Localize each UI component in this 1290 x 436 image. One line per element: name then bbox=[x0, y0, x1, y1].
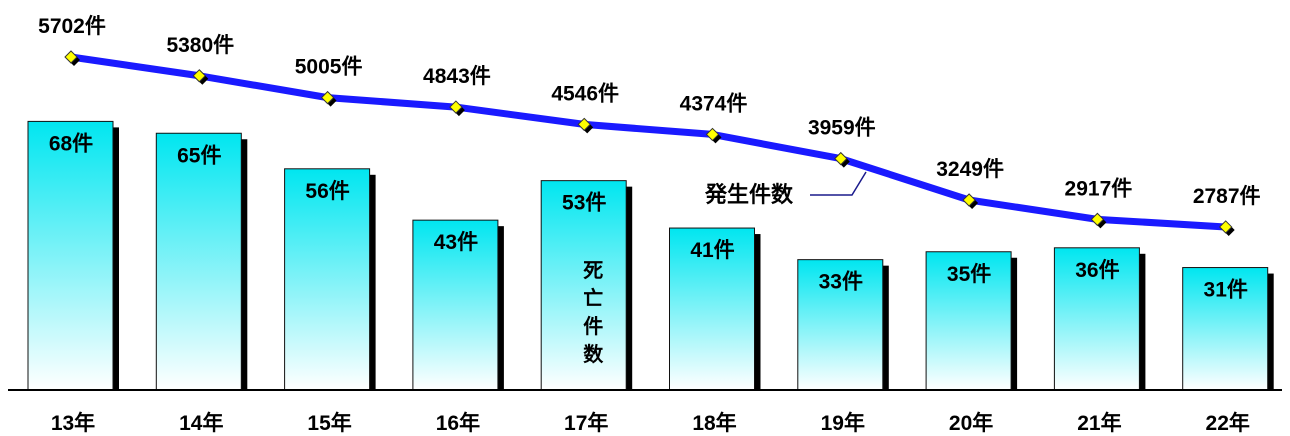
line-value-label: 3249件 bbox=[936, 158, 1004, 181]
line-series-leader bbox=[810, 171, 867, 196]
line-value-label: 4374件 bbox=[680, 92, 748, 115]
bar bbox=[540, 180, 627, 391]
line-value-label: 4546件 bbox=[551, 82, 619, 105]
bar-label: 35件 bbox=[947, 263, 991, 286]
line-marker bbox=[1090, 212, 1105, 227]
bar-label: 68件 bbox=[49, 132, 93, 155]
category-label: 13年 bbox=[51, 411, 95, 435]
bar-series-label-char: 数 bbox=[583, 342, 604, 366]
category-label: 14年 bbox=[179, 411, 223, 435]
bar-series-label-char: 死 bbox=[583, 260, 603, 282]
category-label: 20年 bbox=[949, 411, 993, 435]
line-value-label: 2787件 bbox=[1193, 185, 1261, 208]
bar-series-label-char: 亡 bbox=[583, 286, 603, 310]
bar bbox=[925, 251, 1012, 391]
line-value-label: 4843件 bbox=[423, 65, 491, 88]
category-label: 15年 bbox=[307, 411, 351, 435]
bar bbox=[1053, 247, 1140, 391]
bar-series-label-char: 件 bbox=[583, 314, 603, 338]
bar-label: 53件 bbox=[562, 192, 606, 215]
line-marker bbox=[1218, 220, 1233, 234]
bar bbox=[155, 132, 242, 391]
category-label: 22年 bbox=[1206, 411, 1250, 435]
line-layer bbox=[64, 50, 1235, 236]
category-label: 19年 bbox=[821, 411, 865, 435]
bars-layer bbox=[27, 120, 1274, 391]
line-value-label: 2917件 bbox=[1065, 177, 1133, 200]
line-series-path bbox=[67, 53, 1230, 231]
line-series-label: 発生件数 bbox=[704, 182, 794, 207]
bar-label: 31件 bbox=[1204, 279, 1248, 302]
bar-label: 56件 bbox=[305, 180, 349, 203]
bar bbox=[27, 120, 114, 391]
line-marker bbox=[834, 151, 848, 166]
category-label: 21年 bbox=[1077, 411, 1121, 435]
line-marker bbox=[705, 127, 720, 142]
text-layer: 68件 13年 65件 14年 56件 15年 43件 16年 53件 17年 41件 18年 33件 1… bbox=[38, 15, 1260, 435]
bar-label: 41件 bbox=[690, 239, 734, 262]
category-label: 16年 bbox=[436, 411, 480, 435]
bar-label: 43件 bbox=[434, 231, 478, 254]
line-value-label: 5005件 bbox=[295, 56, 363, 79]
bar bbox=[412, 219, 499, 391]
line-marker bbox=[962, 193, 976, 207]
category-label: 18年 bbox=[692, 411, 736, 435]
line-marker bbox=[577, 117, 591, 132]
line-marker bbox=[192, 69, 207, 83]
bar bbox=[669, 227, 755, 391]
line-value-label: 5702件 bbox=[38, 15, 106, 38]
line-value-label: 3959件 bbox=[808, 117, 876, 140]
line-marker bbox=[320, 90, 335, 105]
line-value-label: 5380件 bbox=[166, 34, 234, 57]
bar bbox=[1182, 267, 1269, 391]
category-label: 17年 bbox=[564, 411, 608, 435]
bar-label: 33件 bbox=[819, 271, 863, 294]
line-marker bbox=[449, 100, 463, 114]
bar-label: 65件 bbox=[177, 144, 221, 167]
line-marker bbox=[64, 50, 78, 64]
bar-label: 36件 bbox=[1075, 259, 1119, 282]
bar bbox=[797, 259, 884, 391]
